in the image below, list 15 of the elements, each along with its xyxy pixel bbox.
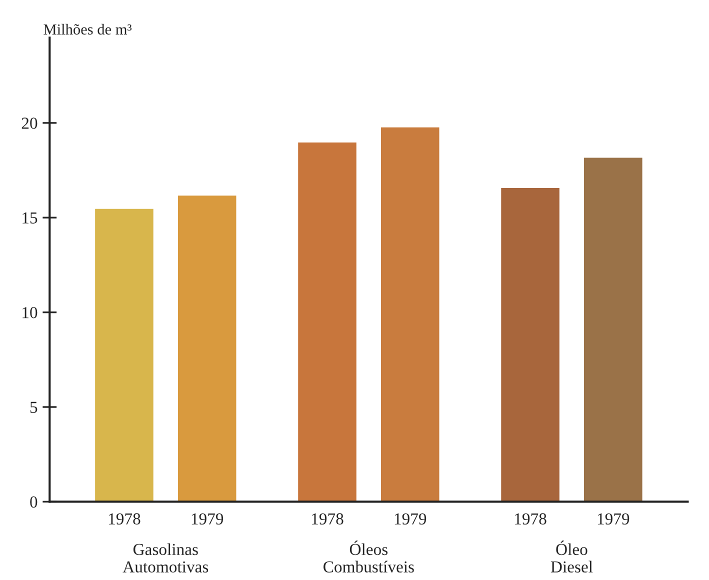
y-tick-label: 0 — [30, 496, 38, 508]
text: Óleo Diesel — [550, 540, 593, 573]
x-tick-label: 1978 — [515, 513, 546, 525]
text: Gasolinas Automotivas — [122, 543, 208, 573]
x-tick-label: 1979 — [192, 513, 224, 525]
y-tick-label: 5 — [30, 402, 38, 413]
text: Óleos Combustíveis — [324, 540, 414, 573]
y-tick-label: 10 — [22, 307, 38, 318]
y-axis-title: Milhões de m³ — [44, 24, 132, 35]
y-tick-label: 20 — [22, 118, 38, 129]
x-tick-label: 1978 — [312, 513, 344, 525]
x-tick-label: 1978 — [109, 513, 140, 525]
y-tick-label: 15 — [22, 212, 38, 224]
x-tick-label: 1979 — [598, 513, 630, 525]
x-tick-label: 1979 — [394, 513, 426, 525]
